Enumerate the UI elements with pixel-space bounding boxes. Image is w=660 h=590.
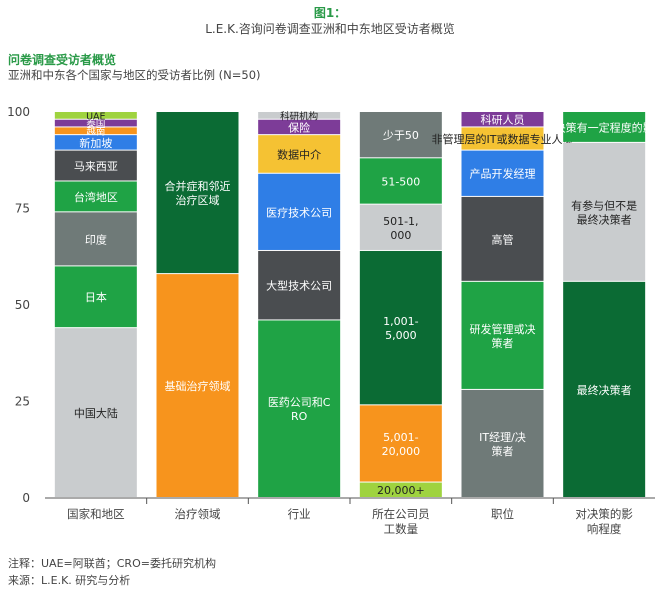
- bar-segment: [258, 173, 341, 250]
- bar-segment: [359, 482, 442, 497]
- bar-segment: [359, 405, 442, 482]
- bar-segment-label: 医药公司和C RO: [268, 396, 331, 423]
- bar-segment: [54, 119, 137, 127]
- bar-segment-label: 医疗技术公司: [266, 205, 332, 219]
- bar-segment-label: 51-500: [381, 175, 420, 188]
- bar-segment-label: 印度: [85, 232, 107, 246]
- bar-segment-label: 马来西亚: [74, 160, 118, 173]
- bar-segment-label: UAE: [86, 111, 105, 122]
- source-note: 来源：L.E.K. 研究与分析: [8, 574, 131, 587]
- bar-segment: [461, 112, 544, 127]
- bar-segment-label: 泰国: [86, 118, 105, 130]
- bar-segment-label: 研发管理或决策者: [470, 322, 536, 350]
- bar-segment-label: 科研机构: [280, 110, 318, 122]
- bar-segment-label: 5,001-20,000: [382, 431, 421, 458]
- bar-segment-label: 最终决策者: [577, 383, 632, 397]
- bar-segment: [54, 212, 137, 266]
- bar-segment-label: 越南: [86, 126, 105, 138]
- y-tick-label: 0: [22, 491, 30, 505]
- x-category-label: 治疗领域: [175, 507, 221, 521]
- bar-segment: [54, 181, 137, 212]
- bar-segment: [461, 150, 544, 196]
- bar-segment-label: 产品开发经理: [470, 167, 536, 181]
- bar-segment-label: 保险: [288, 120, 310, 134]
- bar-segment-label: 台湾地区: [74, 190, 118, 204]
- bar-segment: [258, 112, 341, 119]
- x-category-label: 职位: [491, 507, 514, 521]
- bar-segment-label: 日本: [85, 290, 107, 304]
- bar-segment-label: 新加坡: [79, 136, 112, 150]
- bar-segment: [54, 150, 137, 181]
- chart-subtitle: 亚洲和中东各个国家与地区的受访者比例 (N=50): [8, 68, 261, 82]
- x-category-label: 所在公司员工数量: [372, 507, 430, 536]
- bar-segment: [461, 196, 544, 281]
- bar-segment-label: 大型技术公司: [266, 279, 332, 293]
- x-category-label: 对决策的影响程度: [575, 507, 633, 536]
- bar-segment-label: 合并症和邻近治疗区域: [165, 179, 231, 207]
- bar-segment: [258, 119, 341, 135]
- bar-segment-label: 有参与但不是最终决策者: [571, 198, 637, 226]
- bar-segment: [54, 135, 137, 150]
- bar-segment-label: IT经理/决策者: [479, 431, 526, 458]
- bar-segment: [563, 281, 646, 497]
- bar-segment-label: 高管: [492, 232, 514, 246]
- y-tick-label: 50: [15, 298, 30, 312]
- footnote: 注释：UAE=阿联酋；CRO=委托研究机构: [8, 557, 216, 570]
- chart-title: 问卷调查受访者概览: [8, 53, 117, 67]
- bar-segment-label: 501-1, 000: [383, 215, 418, 242]
- bar-segment: [54, 127, 137, 135]
- bar-segment: [258, 320, 341, 497]
- bar-segment: [359, 158, 442, 204]
- bar-segment: [54, 328, 137, 497]
- bar-segment: [461, 281, 544, 389]
- bar-segment-label: 非管理层的IT或数据专业人员: [432, 132, 574, 146]
- bar-segment-label: 中国大陆: [74, 406, 118, 420]
- bar-segment: [359, 250, 442, 405]
- bar-segment: [563, 112, 646, 142]
- bar-segment-label: 基础治疗领域: [165, 379, 231, 393]
- bar-segment: [359, 204, 442, 250]
- figure-label: 图1：: [313, 6, 347, 20]
- bar-segment-label: 数据中介: [277, 147, 321, 161]
- bar-segment: [359, 112, 442, 158]
- y-tick-label: 25: [15, 395, 30, 409]
- bar-segment-label: 少于50: [383, 129, 419, 142]
- bar-segment-label: 20,000+: [377, 484, 425, 497]
- bar-segment-label: 科研人员: [481, 113, 525, 127]
- bar-segment: [54, 266, 137, 328]
- bar-segment: [258, 250, 341, 320]
- y-tick-label: 75: [15, 202, 30, 216]
- bar-segment: [461, 389, 544, 497]
- bar-segment: [156, 112, 239, 274]
- y-tick-label: 100: [7, 105, 30, 119]
- x-category-label: 行业: [288, 507, 311, 521]
- bar-segment-label: 1,001-5,000: [383, 315, 418, 342]
- bar-segment: [54, 112, 137, 119]
- bar-segment: [563, 142, 646, 281]
- bar-segment: [258, 135, 341, 173]
- bar-segment-label: 对决策有一定程度的影响: [544, 120, 660, 134]
- x-category-label: 国家和地区: [67, 507, 125, 521]
- bar-segment: [461, 127, 544, 150]
- bar-segment: [156, 274, 239, 497]
- figure-title: L.E.K.咨询问卷调查亚洲和中东地区受访者概览: [205, 22, 455, 36]
